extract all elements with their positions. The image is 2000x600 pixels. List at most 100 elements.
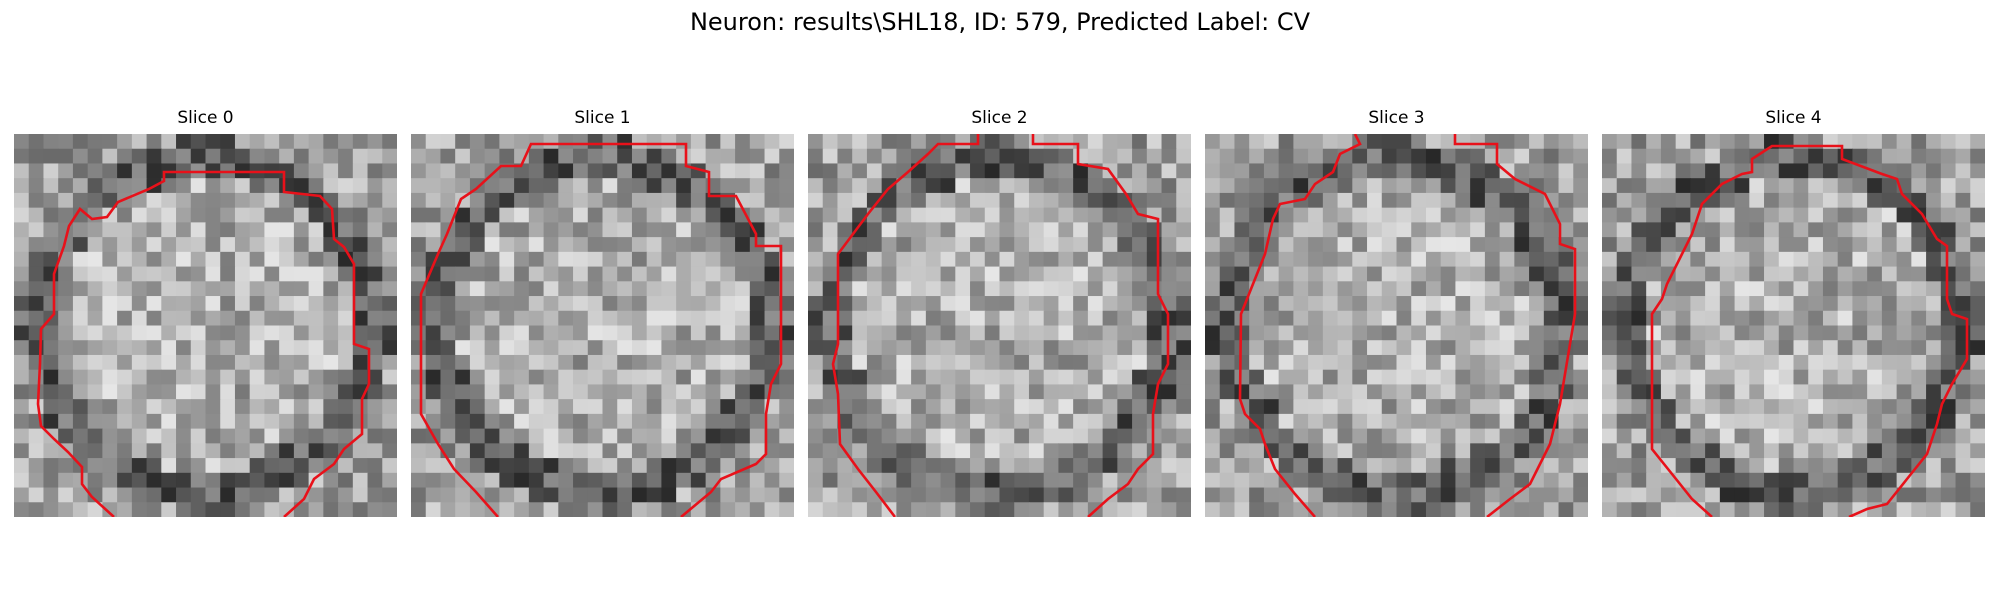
pixel: [1263, 325, 1280, 341]
pixel: [1073, 369, 1089, 386]
pixel: [1558, 251, 1574, 268]
pixel: [220, 340, 236, 356]
pixel: [1411, 340, 1427, 356]
pixel: [249, 428, 266, 444]
pixel: [999, 296, 1015, 312]
pixel: [72, 148, 89, 165]
pixel: [1381, 163, 1398, 179]
pixel: [558, 369, 574, 386]
pixel: [1249, 487, 1265, 503]
pixel: [1749, 296, 1765, 312]
pixel: [1455, 384, 1471, 400]
pixel: [411, 354, 427, 371]
pixel: [190, 502, 207, 517]
pixel: [1690, 163, 1706, 179]
pixel: [514, 237, 530, 253]
pixel: [1352, 163, 1368, 179]
pixel: [749, 163, 766, 179]
pixel: [1102, 222, 1118, 238]
pixel: [1749, 207, 1765, 223]
pixel: [1146, 472, 1163, 489]
pixel: [1793, 458, 1809, 474]
pixel: [528, 207, 545, 223]
pixel: [102, 310, 118, 327]
pixel: [1955, 340, 1971, 356]
pixel: [146, 399, 162, 415]
pixel: [1234, 502, 1250, 517]
pixel: [1293, 237, 1309, 253]
pixel: [749, 148, 766, 165]
pixel: [705, 413, 721, 430]
pixel: [1690, 296, 1706, 312]
pixel: [852, 399, 868, 415]
pixel: [279, 251, 295, 268]
pixel: [161, 340, 177, 356]
pixel: [735, 222, 751, 238]
pixel: [866, 148, 883, 165]
pixel: [984, 281, 1001, 297]
pixel: [382, 281, 397, 297]
pixel: [646, 310, 663, 327]
pixel: [896, 325, 912, 341]
pixel: [984, 148, 1001, 165]
pixel: [661, 384, 677, 400]
pixel: [176, 428, 192, 444]
pixel: [1631, 296, 1647, 312]
pixel: [1455, 281, 1471, 297]
pixel: [514, 296, 530, 312]
pixel: [1896, 163, 1912, 179]
pixel: [234, 178, 251, 194]
pixel: [1764, 384, 1780, 400]
pixel: [1293, 251, 1309, 268]
pixel: [1896, 369, 1912, 386]
pixel: [661, 296, 677, 312]
pixel: [1425, 428, 1442, 444]
pixel: [352, 266, 369, 282]
pixel: [1455, 163, 1471, 179]
pixel: [1028, 251, 1045, 268]
pixel: [469, 163, 486, 179]
pixel: [411, 296, 427, 312]
pixel: [837, 487, 853, 503]
pixel: [911, 310, 927, 327]
pixel: [1499, 310, 1515, 327]
pixel: [646, 354, 663, 371]
pixel: [1440, 148, 1457, 165]
pixel: [925, 310, 942, 327]
pixel: [1161, 207, 1177, 223]
pixel: [234, 266, 251, 282]
pixel: [999, 340, 1015, 356]
pixel: [1911, 148, 1927, 165]
pixel: [499, 281, 515, 297]
pixel: [440, 413, 456, 430]
pixel: [308, 148, 324, 165]
pixel: [528, 310, 545, 327]
pixel: [1293, 310, 1309, 327]
pixel: [1719, 354, 1736, 371]
pixel: [1631, 148, 1647, 165]
pixel: [1631, 310, 1647, 327]
pixel: [631, 458, 648, 474]
pixel: [1970, 325, 1985, 341]
pixel: [984, 472, 1001, 489]
pixel: [1087, 487, 1104, 503]
pixel: [1631, 443, 1647, 459]
pixel: [1867, 296, 1883, 312]
pixel: [925, 178, 942, 194]
pixel: [1602, 281, 1618, 297]
pixel: [1631, 369, 1647, 386]
pixel: [955, 251, 971, 268]
pixel: [1955, 384, 1971, 400]
pixel: [1646, 237, 1662, 253]
pixel: [1396, 281, 1412, 297]
pixel: [411, 399, 427, 415]
pixel: [323, 222, 339, 238]
pixel: [308, 281, 324, 297]
pixel: [161, 369, 177, 386]
pixel: [1808, 281, 1824, 297]
pixel: [1440, 237, 1457, 253]
pixel: [1132, 399, 1148, 415]
pixel: [1646, 222, 1662, 238]
pixel: [617, 354, 633, 371]
pixel: [911, 369, 927, 386]
